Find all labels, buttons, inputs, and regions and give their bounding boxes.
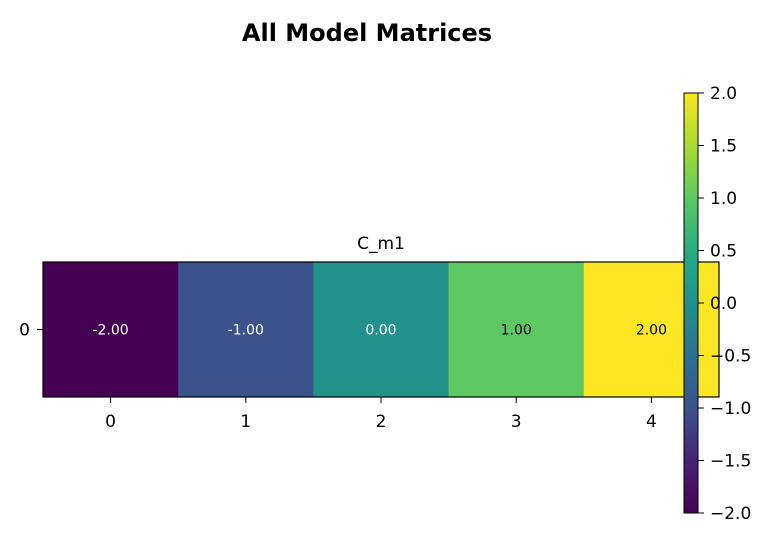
colorbar-tick-label: 0.0: [710, 294, 737, 314]
colorbar-tick-label: 2.0: [710, 84, 737, 104]
cell-value-label: -2.00: [92, 323, 128, 339]
colorbar-tick-label: −2.0: [710, 504, 751, 524]
heatmap-cells: [43, 262, 720, 397]
colorbar-tick-label: 0.5: [710, 242, 737, 262]
heatmap-cell: [448, 262, 585, 397]
cell-value-label: 1.00: [501, 323, 532, 339]
colorbar-tick-label: −0.5: [710, 347, 751, 367]
figure-title: All Model Matrices: [242, 19, 492, 47]
heatmap-cell: [178, 262, 314, 397]
chart-title: C_m1: [357, 234, 405, 254]
x-tick-label: 3: [511, 412, 522, 432]
x-tick-label: 0: [105, 412, 116, 432]
cell-value-label: 2.00: [636, 323, 667, 339]
colorbar-axis: −2.0 −1.5 −1.0 −0.5 0.0 0.5 1.0 1.5 2.0: [698, 84, 751, 524]
y-tick-label: 0: [19, 321, 30, 341]
y-axis: 0: [19, 321, 43, 341]
x-tick-label: 4: [646, 412, 657, 432]
heatmap-cell: [43, 262, 179, 397]
colorbar: [683, 92, 699, 514]
heatmap-cell: [313, 262, 450, 397]
x-tick-label: 1: [240, 412, 251, 432]
cell-value-label: 0.00: [365, 323, 396, 339]
colorbar-tick-label: 1.5: [710, 137, 737, 157]
cell-labels: -2.00 -1.00 0.00 1.00 2.00: [92, 323, 667, 339]
x-tick-label: 2: [376, 412, 387, 432]
x-axis: 0 1 2 3 4: [105, 397, 657, 432]
cell-value-label: -1.00: [228, 323, 264, 339]
colorbar-tick-label: −1.5: [710, 452, 751, 472]
colorbar-tick-label: 1.0: [710, 189, 737, 209]
colorbar-tick-label: −1.0: [710, 399, 751, 419]
